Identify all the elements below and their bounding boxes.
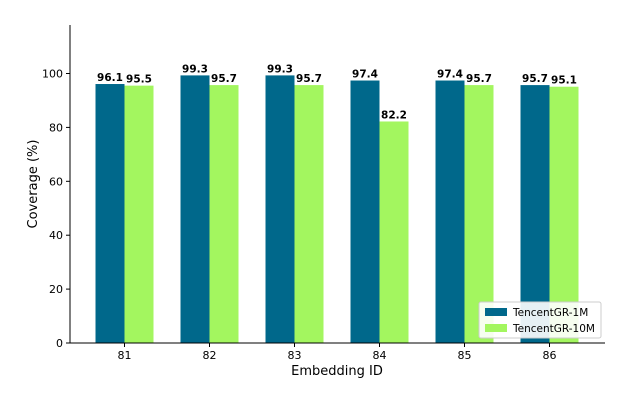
legend: TencentGR-1M TencentGR-10M: [478, 301, 602, 339]
data-label-tencentgr-10m-86: 95.1: [551, 75, 577, 87]
data-label-tencentgr-1m-84: 97.4: [352, 69, 378, 81]
y-tick-label: 40: [49, 229, 63, 242]
data-label-tencentgr-1m-85: 97.4: [437, 69, 463, 81]
y-axis-ticks: 0 20 40 60 80 100: [42, 68, 70, 350]
data-label-tencentgr-1m-81: 96.1: [97, 72, 123, 84]
bar-tencentgr-1m-85: [435, 80, 465, 343]
bar-tencentgr-1m-82: [180, 75, 210, 344]
x-tick-label: 82: [203, 349, 217, 362]
bar-tencentgr-1m-86: [520, 85, 550, 343]
data-label-tencentgr-1m-82: 99.3: [182, 63, 208, 75]
x-tick-label: 83: [288, 349, 302, 362]
x-axis-ticks: 81 82 83 84 85 86: [118, 343, 557, 362]
data-label-tencentgr-10m-84: 82.2: [381, 109, 407, 121]
bar-tencentgr-10m-86: [549, 86, 579, 343]
data-label-tencentgr-1m-83: 99.3: [267, 63, 293, 75]
data-label-tencentgr-10m-83: 95.7: [296, 73, 322, 85]
legend-swatch-tencentgr-10m: [485, 324, 507, 332]
data-label-tencentgr-10m-81: 95.5: [126, 74, 152, 86]
x-axis-title: Embedding ID: [291, 364, 383, 379]
y-tick-label: 100: [42, 68, 63, 81]
y-axis-title: Coverage (%): [26, 140, 41, 229]
bar-tencentgr-1m-81: [95, 84, 125, 343]
bar-tencentgr-1m-83: [265, 75, 295, 344]
bar-tencentgr-1m-84: [350, 80, 380, 343]
bar-tencentgr-10m-82: [209, 85, 239, 343]
bar-tencentgr-10m-85: [464, 85, 494, 343]
data-label-tencentgr-10m-82: 95.7: [211, 73, 237, 85]
x-tick-label: 85: [458, 349, 472, 362]
data-labels-group: 96.1 95.599.395.799.395.7 97.482.297.4 95.7…: [97, 63, 577, 121]
bar-tencentgr-10m-81: [124, 85, 154, 343]
bars-group: [95, 75, 579, 344]
x-tick-label: 81: [118, 349, 132, 362]
legend-frame: [478, 301, 602, 339]
bar-tencentgr-10m-83: [294, 85, 324, 343]
bar-tencentgr-10m-84: [379, 121, 409, 343]
x-tick-label: 84: [373, 349, 387, 362]
y-tick-label: 80: [49, 121, 63, 134]
legend-label-tencentgr-10m: TencentGR-10M: [512, 323, 595, 335]
y-tick-label: 20: [49, 283, 63, 296]
y-tick-label: 60: [49, 175, 63, 188]
legend-swatch-tencentgr-1m: [485, 308, 507, 316]
y-tick-label: 0: [56, 337, 63, 350]
data-label-tencentgr-10m-85: 95.7: [466, 73, 492, 85]
x-tick-label: 86: [543, 349, 557, 362]
data-label-tencentgr-1m-86: 95.7: [522, 73, 548, 85]
legend-label-tencentgr-1m: TencentGR-1M: [512, 307, 588, 319]
